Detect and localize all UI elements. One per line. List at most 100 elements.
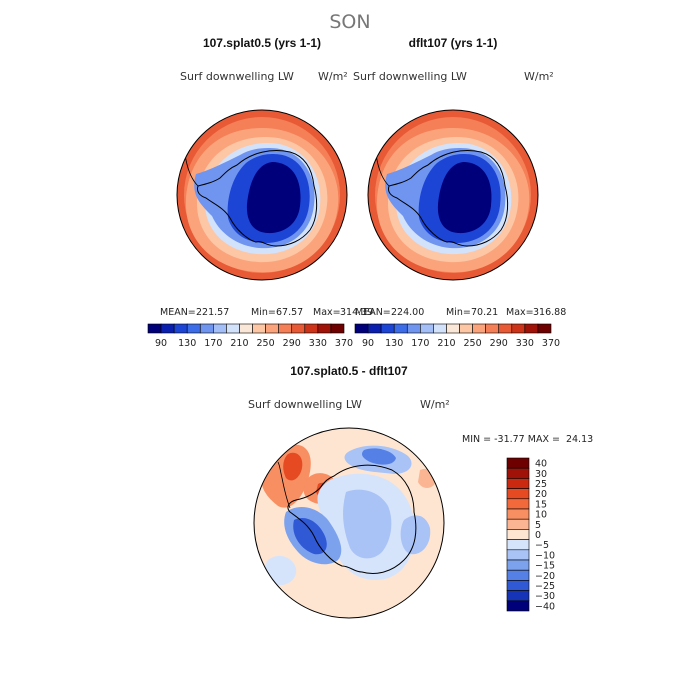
colorbar-swatch [420,323,434,334]
colorbar-tick-label: −40 [535,601,555,612]
colorbar-swatch [506,518,530,530]
colorbar-swatch [459,323,473,334]
diff-positive-region [418,468,437,488]
colorbar-tick-label: 15 [535,499,547,510]
colorbar-swatch [354,323,369,334]
colorbar-tick-label: 130 [178,338,196,349]
colorbar-tick-label: 130 [385,338,403,349]
colorbar-swatch [506,488,530,500]
colorbar-tick-label: 0 [535,530,541,541]
panel-left-max-label: Max= [313,307,341,318]
map-ring-7 [246,162,301,234]
panel-left-mean: 221.57 [196,307,229,318]
diff-negative-region [264,555,297,586]
colorbar-swatch [367,323,382,334]
colorbar-swatch [506,580,530,591]
difference-title: 107.splat0.5 - dflt107 [290,364,408,378]
colorbar-tick-label: −15 [535,561,555,572]
colorbar-swatch [147,323,162,334]
colorbar-tick-label: 40 [535,459,547,470]
colorbar-swatch [506,508,530,520]
colorbar-tick-label: 20 [535,489,547,500]
antarctica-coastline [287,464,417,574]
colorbar-swatch [506,457,530,469]
colorbar-swatch [506,478,530,489]
colorbar-swatch [291,323,306,334]
colorbar-tick-label: 10 [535,510,547,521]
colorbar-tick-label: 90 [155,338,167,349]
colorbar-swatch [472,323,486,334]
colorbar-swatch [380,323,395,334]
colorbar-swatch [506,569,530,581]
panel-left-title: 107.splat0.5 (yrs 1-1) [203,36,321,50]
panel-right-units: W/m² [524,70,554,83]
panel-left-min: 67.57 [276,307,303,318]
colorbar-tick-label: 250 [257,338,275,349]
panel-right-variable: Surf downwelling LW [353,70,467,83]
colorbar-swatch [199,323,214,334]
panel-left-mean-label: MEAN= [160,307,196,318]
diff-positive-core [283,452,303,481]
colorbar-tick-label: 170 [411,338,429,349]
colorbar-tick-label: 290 [490,338,508,349]
panel-right-mean-label: MEAN= [355,307,391,318]
colorbar-tick-label: 370 [542,338,560,349]
figure-title: SON [329,11,370,33]
colorbar-swatch [265,323,279,334]
colorbar-swatch [506,529,530,540]
colorbar-swatch [506,467,530,479]
colorbar-tick-label: 330 [516,338,534,349]
panel-right-colorbar: 90 130 170 210 250 290 330 370 [354,323,560,349]
panel-right-map [368,110,538,280]
panel-right-max: 316.88 [533,307,566,318]
colorbar-tick-label: 370 [335,338,353,349]
colorbar-tick-label: 90 [362,338,374,349]
difference-units: W/m² [420,398,450,411]
colorbar-swatch [537,323,552,334]
colorbar-tick-label: 170 [204,338,222,349]
colorbar-tick-label: 290 [283,338,301,349]
colorbar-swatch [173,323,188,334]
colorbar-swatch [446,323,460,334]
colorbar-tick-label: 30 [535,469,547,480]
colorbar-tick-label: −30 [535,591,555,602]
colorbar-swatch [511,323,526,334]
antarctica-coastline [388,150,509,247]
panel-left-map [177,110,347,280]
colorbar-swatch [506,549,530,561]
south-america-coastline [277,461,291,509]
colorbar-swatch [506,600,530,612]
colorbar-swatch [524,323,539,334]
colorbar-swatch [433,323,447,334]
colorbar-swatch [304,323,319,334]
colorbar-swatch [485,323,500,334]
diff-negative-core [362,448,396,465]
colorbar-swatch [506,559,530,571]
panel-right-title: dflt107 (yrs 1-1) [409,36,498,50]
colorbar-swatch [506,539,530,551]
difference-variable: Surf downwelling LW [248,398,362,411]
colorbar-swatch [213,323,227,334]
difference-stats: MIN = -31.77 MAX = 24.13 [462,434,593,445]
colorbar-swatch [506,590,530,602]
difference-map-border [253,427,445,619]
panel-left-map-border [176,109,348,281]
colorbar-swatch [330,323,345,334]
diff-negative-region [343,489,392,559]
colorbar-swatch [498,323,513,334]
colorbar-swatch [186,323,201,334]
difference-map [254,428,444,618]
colorbar-swatch [393,323,408,334]
colorbar-swatch [278,323,293,334]
colorbar-swatch [317,323,332,334]
panel-right-mean: 224.00 [391,307,424,318]
colorbar-swatch [226,323,240,334]
panel-left-variable: Surf downwelling LW [180,70,294,83]
colorbar-tick-label: −25 [535,581,555,592]
colorbar-tick-label: −20 [535,571,555,582]
colorbar-tick-label: 5 [535,520,541,531]
panel-right-max-label: Max= [506,307,534,318]
colorbar-swatch [160,323,175,334]
